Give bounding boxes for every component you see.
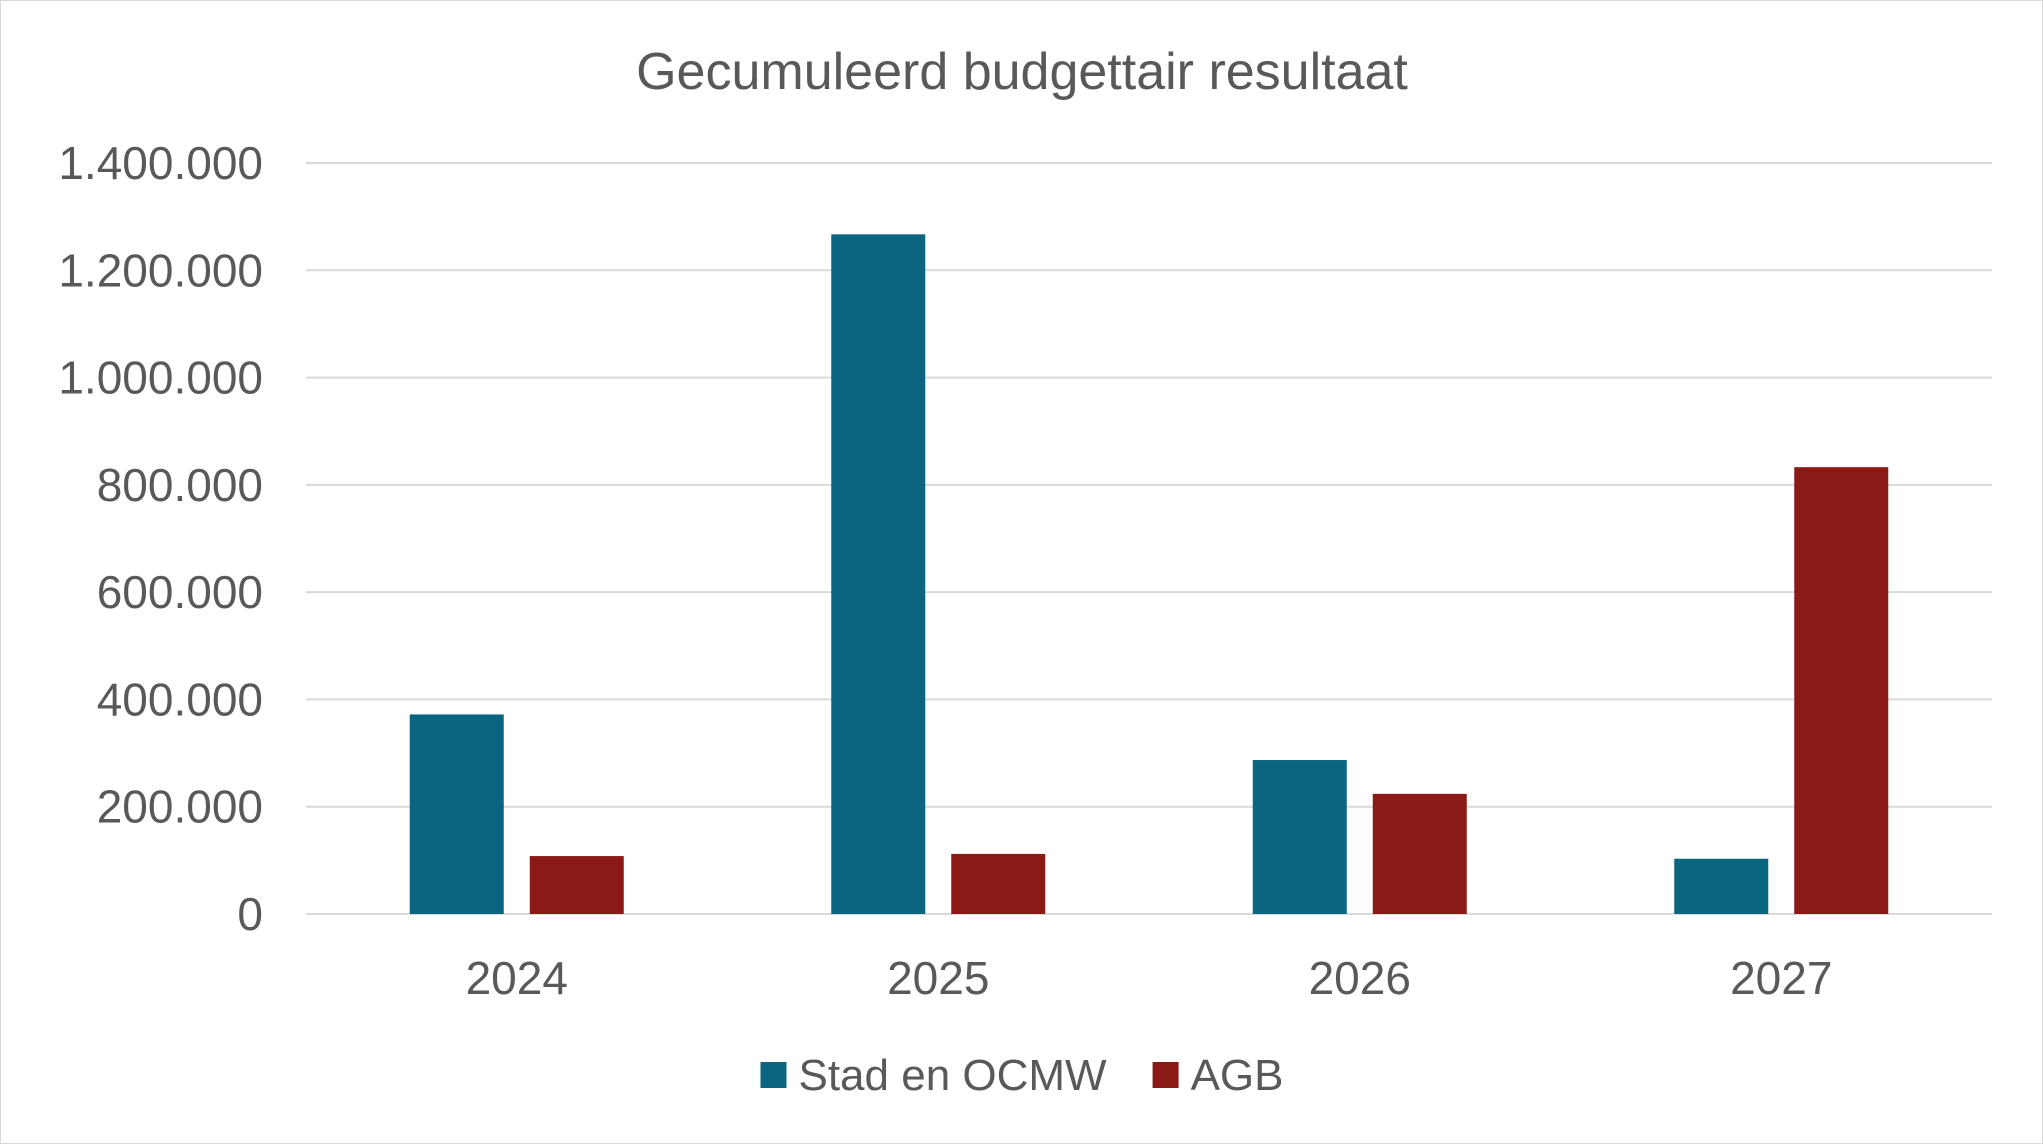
y-axis-tick-labels: 0 200.000 400.000 600.000 800.000 1.000.000 1.… [58,137,263,940]
x-tick-label: 2025 [887,952,989,1004]
x-tick-label: 2027 [1730,952,1832,1004]
y-tick-label: 1.000.000 [58,352,263,404]
gridlines [306,162,1992,915]
legend-label: Stad en OCMW [798,1051,1107,1100]
x-tick-label: 2026 [1309,952,1411,1004]
y-tick-label: 1.400.000 [58,137,263,189]
bar-stad-en-ocmw-2024 [409,714,504,914]
bar-agb-2025 [951,853,1046,914]
bar-stad-en-ocmw-2027 [1674,858,1769,914]
y-tick-label: 400.000 [97,673,263,725]
bar-agb-2027 [1794,467,1889,914]
legend-swatch [760,1062,787,1088]
bar-stad-en-ocmw-2026 [1252,760,1347,914]
y-tick-label: 200.000 [97,781,263,833]
bar-stad-en-ocmw-2025 [831,234,926,915]
y-tick-label: 600.000 [97,566,263,618]
x-tick-label: 2024 [466,952,568,1004]
bars [409,234,1889,915]
y-tick-label: 0 [237,888,263,940]
y-tick-label: 800.000 [97,459,263,511]
x-axis-tick-labels: 2024 2025 2026 2027 [466,952,1833,1004]
legend-label: AGB [1191,1051,1284,1100]
bar-agb-2024 [529,856,624,914]
y-tick-label: 1.200.000 [58,244,263,296]
legend: Stad en OCMW AGB [760,1051,1284,1100]
chart-title: Gecumuleerd budgettair resultaat [636,43,1408,101]
legend-swatch [1152,1062,1179,1088]
bar-agb-2026 [1372,793,1467,914]
